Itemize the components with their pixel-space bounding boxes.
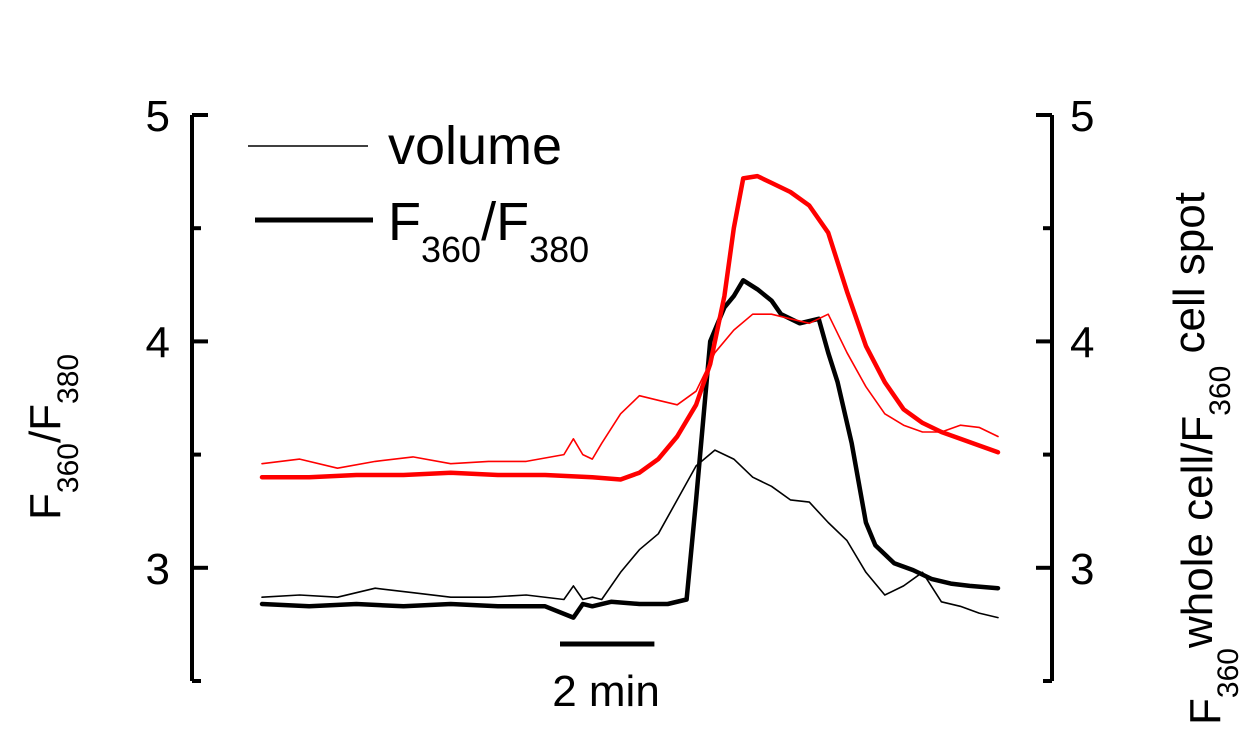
series-layer [259, 173, 1001, 620]
left-tick-label: 4 [146, 318, 170, 367]
legend-label-ratio: F360/F380 [388, 192, 589, 270]
legend: volume F360/F380 [248, 116, 589, 270]
left-tick-label: 5 [146, 92, 170, 141]
right-tick-label: 4 [1070, 318, 1094, 367]
scale-bar-label: 2 min [552, 667, 660, 716]
left-axis-title: F360/F380 [21, 354, 85, 520]
red-thin-trace [261, 313, 999, 470]
black-thick-trace [259, 278, 1001, 620]
left-y-axis: 3 4 5 [146, 92, 208, 683]
left-tick-label: 3 [146, 545, 170, 594]
right-axis-title: F360whole cell/F360 cell spot [1165, 192, 1245, 725]
right-y-axis: 3 4 5 [1036, 92, 1094, 683]
right-tick-label: 5 [1070, 92, 1094, 141]
black-thin-trace [261, 449, 999, 619]
red-thick-trace [259, 173, 1001, 482]
right-tick-label: 3 [1070, 545, 1094, 594]
legend-label-volume: volume [388, 116, 562, 176]
scale-bar: 2 min [552, 641, 660, 716]
